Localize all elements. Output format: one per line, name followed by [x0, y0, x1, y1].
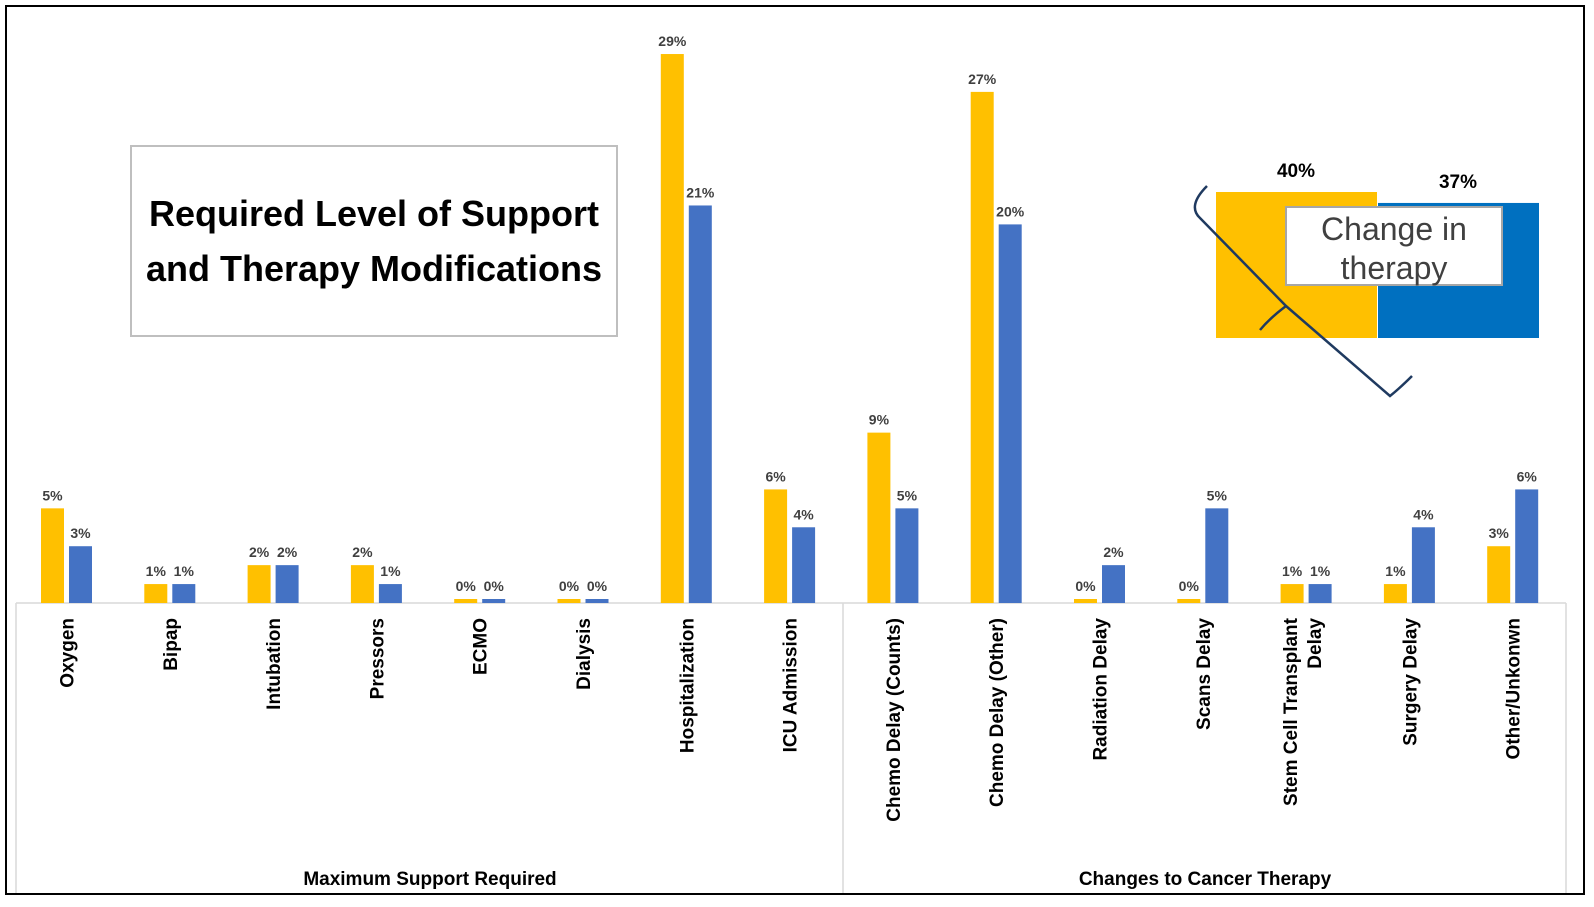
bar-a-3 [350, 565, 374, 603]
value-label-b-12: 1% [1310, 563, 1331, 579]
value-label-b-14: 6% [1517, 468, 1538, 484]
bar-a-8 [867, 432, 891, 603]
category-label-3: Pressors [367, 618, 388, 699]
value-label-b-13: 4% [1413, 506, 1434, 522]
category-label-0: Oxygen [58, 618, 79, 688]
value-label-b-9: 20% [996, 203, 1025, 219]
value-label-a-12: 1% [1282, 563, 1303, 579]
category-label-12-line0: Stem Cell Transplant [1281, 617, 1302, 806]
bar-b-9 [998, 224, 1022, 603]
bar-b-10 [1102, 565, 1125, 603]
bar-b-2 [275, 565, 299, 603]
bar-a-11 [1177, 599, 1201, 603]
category-label-14: Other/Unkonwn [1504, 618, 1525, 759]
bar-b-4 [482, 599, 506, 603]
bar-a-0 [41, 508, 64, 603]
category-label-11: Scans Delay [1194, 618, 1215, 730]
bar-b-13 [1411, 527, 1435, 603]
bar-a-5 [557, 599, 581, 603]
bar-b-12 [1308, 584, 1332, 603]
value-label-a-8: 9% [869, 412, 890, 428]
value-label-a-0: 5% [42, 487, 63, 503]
value-label-a-11: 0% [1179, 578, 1200, 594]
bar-a-10 [1074, 599, 1097, 603]
value-label-a-9: 27% [968, 71, 997, 87]
value-label-b-7: 4% [793, 506, 814, 522]
bar-b-7 [792, 527, 816, 603]
category-label-8: Chemo Delay (Counts) [884, 618, 905, 822]
bar-a-13 [1383, 584, 1407, 603]
category-label-12-line1: Delay [1305, 618, 1326, 669]
value-label-b-4: 0% [484, 578, 505, 594]
inset-value-label-0: 40% [1277, 161, 1315, 182]
value-label-a-6: 29% [658, 33, 687, 49]
value-label-a-10: 0% [1075, 578, 1096, 594]
bar-b-0 [69, 546, 92, 603]
bar-a-2 [247, 565, 271, 603]
bar-a-1 [144, 584, 168, 603]
bar-b-1 [172, 584, 196, 603]
chart-title: Required Level of Support and Therapy Mo… [130, 145, 618, 337]
bar-a-4 [454, 599, 478, 603]
value-label-b-2: 2% [277, 544, 298, 560]
category-label-6: Hospitalization [677, 618, 698, 753]
value-label-a-7: 6% [765, 468, 786, 484]
value-label-a-3: 2% [352, 544, 373, 560]
value-label-b-0: 3% [70, 525, 91, 541]
value-label-b-5: 0% [587, 578, 608, 594]
bar-a-7 [764, 489, 788, 603]
bar-b-11 [1205, 508, 1229, 603]
category-label-4: ECMO [471, 618, 492, 675]
category-label-7: ICU Admission [781, 618, 802, 752]
value-label-a-5: 0% [559, 578, 580, 594]
value-label-b-6: 21% [686, 184, 715, 200]
group-label-maximum-support: Maximum Support Required [303, 869, 556, 890]
group-label-cancer-therapy: Changes to Cancer Therapy [1079, 869, 1332, 890]
value-label-b-1: 1% [174, 563, 195, 579]
category-label-2: Intubation [264, 618, 285, 710]
inset-value-label-1: 37% [1439, 172, 1477, 193]
bar-a-14 [1487, 546, 1511, 603]
bar-b-3 [378, 584, 402, 603]
bar-a-12 [1280, 584, 1304, 603]
value-label-a-4: 0% [456, 578, 477, 594]
value-label-b-10: 2% [1103, 544, 1124, 560]
bar-b-14 [1515, 489, 1539, 603]
value-label-a-1: 1% [146, 563, 167, 579]
bar-a-6 [660, 54, 684, 603]
brace-shape [1193, 185, 1413, 398]
value-label-a-13: 1% [1385, 563, 1406, 579]
value-label-a-2: 2% [249, 544, 270, 560]
category-label-10: Radiation Delay [1091, 618, 1112, 761]
category-label-9: Chemo Delay (Other) [987, 618, 1008, 807]
category-label-5: Dialysis [574, 618, 595, 690]
bar-b-6 [688, 205, 712, 603]
chart-frame [5, 5, 1585, 895]
bar-b-8 [895, 508, 919, 603]
value-label-b-3: 1% [380, 563, 401, 579]
inset-chart-label: Change in therapy [1285, 206, 1503, 286]
bar-a-9 [970, 91, 994, 603]
value-label-b-11: 5% [1207, 487, 1228, 503]
bar-b-5 [585, 599, 609, 603]
category-label-13: Surgery Delay [1400, 618, 1421, 746]
value-label-a-14: 3% [1489, 525, 1510, 541]
category-label-1: Bipap [161, 618, 182, 671]
value-label-b-8: 5% [897, 487, 918, 503]
